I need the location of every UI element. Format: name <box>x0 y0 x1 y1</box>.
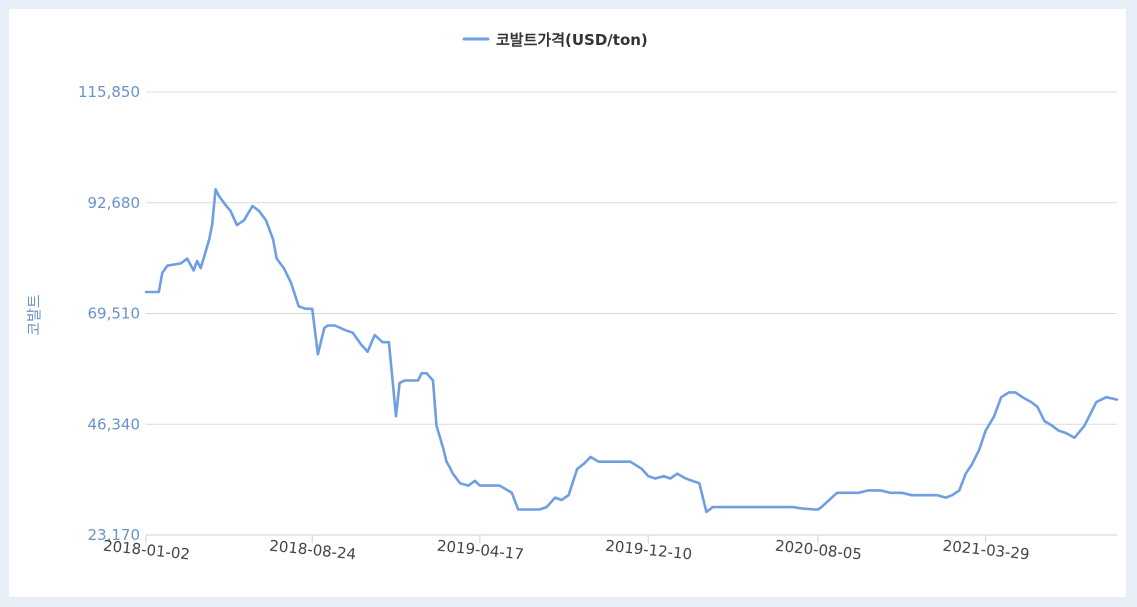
legend-label-0[interactable]: 코발트가격(USD/ton) <box>496 31 648 49</box>
y-tick-label-2: 69,510 <box>88 305 141 323</box>
x-tick-label-2: 2019-04-17 <box>436 537 525 564</box>
grid-lines <box>146 91 1117 536</box>
y-tick-label-0: 23,170 <box>88 526 141 544</box>
y-tick-label-3: 92,680 <box>88 194 141 212</box>
legend[interactable]: 코발트가격(USD/ton) <box>462 31 648 49</box>
y-axis-label: 코발트 <box>25 294 43 336</box>
y-tick-label-1: 46,340 <box>88 415 141 433</box>
series-layer <box>144 188 1119 514</box>
x-tick-label-5: 2021-03-29 <box>942 537 1031 564</box>
x-tick-label-3: 2019-12-10 <box>604 537 693 564</box>
series-line-0 <box>144 188 1119 514</box>
line-chart: 23,170 46,340 69,510 92,680 115,850 2018-01-0… <box>25 31 1119 564</box>
x-tick-label-0: 2018-01-02 <box>102 537 191 564</box>
axes: 23,170 46,340 69,510 92,680 115,850 2018-01-0… <box>78 83 1117 564</box>
y-tick-label-4: 115,850 <box>78 83 140 101</box>
x-tick-label-4: 2020-08-05 <box>774 537 863 564</box>
chart-frame: 23,170 46,340 69,510 92,680 115,850 2018-01-0… <box>9 9 1126 597</box>
x-tick-label-1: 2018-08-24 <box>268 537 357 564</box>
